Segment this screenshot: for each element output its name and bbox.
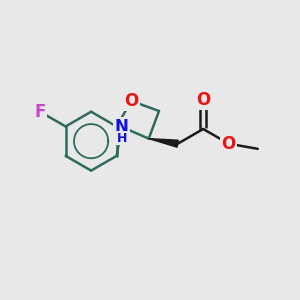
Polygon shape: [149, 139, 178, 147]
Text: H: H: [116, 132, 127, 145]
Text: O: O: [196, 91, 210, 109]
Text: O: O: [124, 92, 139, 110]
Text: O: O: [222, 135, 236, 153]
Text: N: N: [115, 118, 129, 136]
Text: F: F: [34, 103, 46, 121]
